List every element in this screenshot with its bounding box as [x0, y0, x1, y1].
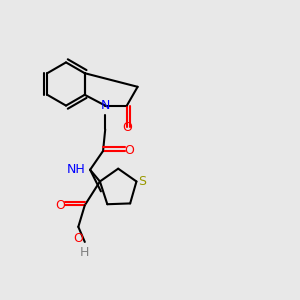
Text: N: N [100, 99, 110, 112]
Text: NH: NH [67, 163, 86, 176]
Text: O: O [122, 121, 132, 134]
Text: H: H [80, 246, 89, 260]
Text: S: S [138, 175, 146, 188]
Text: O: O [55, 199, 65, 212]
Text: O: O [124, 145, 134, 158]
Text: O: O [74, 232, 83, 245]
